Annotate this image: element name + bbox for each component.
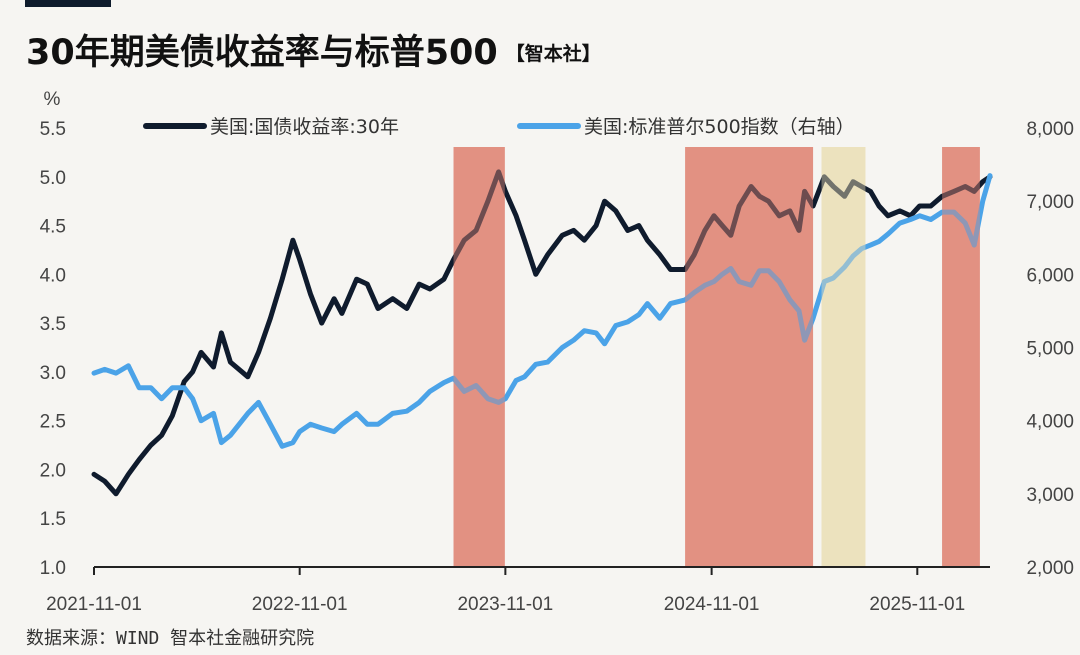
legend-label-2: 美国:标准普尔500指数（右轴） bbox=[584, 116, 855, 138]
chart-title-tag: 【智本社】 bbox=[505, 43, 601, 65]
shaded-period-overlay-3 bbox=[821, 147, 866, 567]
y-right-tick-label: 7,000 bbox=[1026, 192, 1074, 213]
series-line-sp500 bbox=[91, 173, 993, 449]
x-tick-label: 2022-11-01 bbox=[252, 594, 348, 615]
y-right-tick-label: 3,000 bbox=[1026, 485, 1074, 506]
shaded-period-overlay-4 bbox=[942, 147, 980, 567]
y-left-tick-label: 4.0 bbox=[40, 265, 66, 286]
shaded-period-overlay-1 bbox=[453, 147, 505, 567]
top-accent-bar bbox=[25, 0, 111, 7]
x-tick-label: 2021-11-01 bbox=[46, 594, 142, 615]
y-right-tick-label: 8,000 bbox=[1026, 119, 1074, 140]
y-right-tick-label: 2,000 bbox=[1026, 558, 1074, 579]
y-left-tick-label: 1.0 bbox=[40, 558, 66, 579]
y-left-tick-label: 1.5 bbox=[40, 509, 66, 530]
y-left-tick-label: 2.5 bbox=[40, 412, 66, 433]
chart-title: 30年期美债收益率与标普500 【智本社】 bbox=[26, 24, 601, 75]
y-left-tick-label: 3.5 bbox=[40, 314, 66, 335]
y-left-tick-label: 5.5 bbox=[40, 119, 66, 140]
y-right-tick-label: 5,000 bbox=[1026, 339, 1074, 360]
shaded-period-overlay-2 bbox=[685, 147, 814, 567]
x-tick-label: 2023-11-01 bbox=[457, 594, 553, 615]
x-tick-label: 2024-11-01 bbox=[664, 594, 760, 615]
x-tick-label: 2025-11-01 bbox=[869, 594, 965, 615]
chart-title-text: 30年期美债收益率与标普500 bbox=[26, 33, 498, 73]
y-left-tick-label: 3.0 bbox=[40, 363, 66, 384]
source-note: 数据来源：WIND 智本社金融研究院 bbox=[26, 628, 315, 649]
shaded-period-3 bbox=[821, 147, 866, 567]
y-left-unit: % bbox=[44, 89, 61, 110]
series-line-treasury-30y bbox=[91, 169, 993, 497]
y-left-tick-label: 5.0 bbox=[40, 168, 66, 189]
legend-label-1: 美国:国债收益率:30年 bbox=[210, 116, 399, 138]
y-left-tick-label: 4.5 bbox=[40, 217, 66, 238]
y-right-tick-label: 4,000 bbox=[1026, 412, 1074, 433]
y-left-tick-label: 2.0 bbox=[40, 460, 66, 481]
y-right-tick-label: 6,000 bbox=[1026, 265, 1074, 286]
